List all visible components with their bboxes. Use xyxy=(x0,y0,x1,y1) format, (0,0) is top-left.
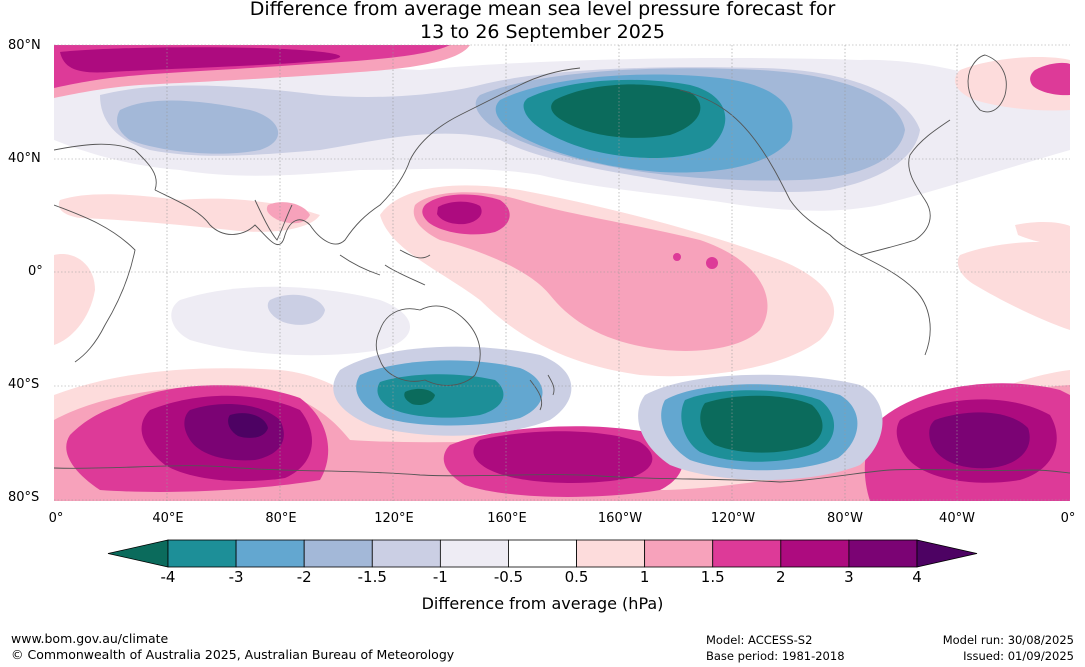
lon-label-360: 0° xyxy=(1060,511,1076,526)
colorbar-tick-label: -1 xyxy=(432,568,448,586)
nw-pacific-positive-2 xyxy=(413,192,768,351)
lat-label-80s: 80°S xyxy=(8,490,40,505)
colorbar-segment xyxy=(167,539,237,568)
lon-label-120w: 120°W xyxy=(710,511,756,526)
nw-pacific-positive-4 xyxy=(437,201,482,225)
lat-label-80n: 80°N xyxy=(8,38,41,53)
colorbar-extend-low xyxy=(107,539,169,568)
colorbar-tick-label: -2 xyxy=(296,568,312,586)
lon-label-160e: 160°E xyxy=(487,511,527,526)
footer-url[interactable]: www.bom.gov.au/climate xyxy=(11,631,169,646)
southern-positive-6 xyxy=(228,413,268,438)
indian-ocean-negative-2 xyxy=(267,294,325,325)
lat-label-40n: 40°N xyxy=(8,151,41,166)
footer-issued: Issued: 01/09/2025 xyxy=(963,649,1074,663)
footer-copyright: © Commonwealth of Australia 2025, Austra… xyxy=(11,647,455,662)
se-pacific-low-4 xyxy=(700,395,823,453)
asia-coast xyxy=(309,67,581,245)
maritime-continent xyxy=(339,249,431,286)
greenland-coast xyxy=(967,54,1007,113)
new-zealand xyxy=(529,374,555,411)
north-america-coast xyxy=(679,89,951,256)
greenland-positive-2 xyxy=(1030,62,1070,96)
arabia-coast xyxy=(154,189,311,246)
footer-model-run: Model run: 30/08/2025 xyxy=(942,633,1074,647)
graticule xyxy=(54,44,1070,501)
colorbar-segment xyxy=(371,539,441,568)
pacific-low-4 xyxy=(551,84,701,138)
lon-label-40w: 40°W xyxy=(939,511,975,526)
pacific-spot-2 xyxy=(673,253,681,261)
colorbar-tick-label: -1.5 xyxy=(357,568,387,586)
colorbar-segment xyxy=(780,539,850,568)
lon-label-120e: 120°E xyxy=(374,511,414,526)
colorbar-tick-label: 0.5 xyxy=(564,568,589,586)
europe-coast xyxy=(54,143,157,191)
colorbar-extend-high xyxy=(916,539,978,568)
africa-coast xyxy=(54,204,136,363)
north-negative-2 xyxy=(117,100,279,154)
atlantic-positive xyxy=(1015,222,1070,246)
colorbar-tick-label: 1 xyxy=(639,568,650,586)
colorbar-segment xyxy=(303,539,373,568)
australia-low-4 xyxy=(404,388,435,405)
colorbar-segment xyxy=(439,539,509,568)
colorbar-title: Difference from average (hPa) xyxy=(421,594,664,613)
lat-label-40s: 40°S xyxy=(8,377,40,392)
india-coast xyxy=(254,199,293,241)
footer-base-period: Base period: 1981-2018 xyxy=(706,649,845,663)
africa-positive xyxy=(54,254,95,345)
lon-label-160w: 160°W xyxy=(597,511,643,526)
atlantic-sw-positive-3 xyxy=(929,412,1030,469)
lon-label-0: 0° xyxy=(48,511,64,526)
colorbar-segment xyxy=(848,539,918,568)
colorbar-tick-label: 4 xyxy=(912,568,922,586)
footer-model: Model: ACCESS-S2 xyxy=(706,633,813,647)
antarctica-coast xyxy=(54,465,1070,483)
colorbar-tick-label: 1.5 xyxy=(700,568,725,586)
arctic-positive-3 xyxy=(60,47,341,73)
lon-label-80e: 80°E xyxy=(265,511,297,526)
colorbar-segment xyxy=(644,539,714,568)
colorbar-segment xyxy=(712,539,782,568)
colorbar-tick-label: 3 xyxy=(844,568,854,586)
lon-label-80w: 80°W xyxy=(827,511,863,526)
pacific-spot-1 xyxy=(706,257,718,269)
map-title-line2: 13 to 26 September 2025 xyxy=(420,21,665,43)
australia-coast xyxy=(375,305,481,386)
colorbar-segment xyxy=(235,539,305,568)
india-positive-1 xyxy=(58,194,320,232)
colorbar-tick-label: -0.5 xyxy=(493,568,524,586)
anomaly-field xyxy=(54,45,1070,501)
pacific-sw-positive-2 xyxy=(473,431,653,483)
south-america-coast xyxy=(859,254,931,356)
lat-label-equator: 0° xyxy=(28,264,43,279)
colorbar-tick-label: -3 xyxy=(228,568,244,586)
colorbar-segment xyxy=(508,539,577,568)
colorbar-segment xyxy=(576,539,646,568)
coastlines xyxy=(54,54,1070,483)
colorbar-tick-label: 2 xyxy=(776,568,786,586)
australia-low-3 xyxy=(377,374,504,418)
lon-label-40e: 40°E xyxy=(152,511,184,526)
map-title-line1: Difference from average mean sea level p… xyxy=(249,0,836,20)
south-america-positive xyxy=(957,242,1070,330)
colorbar-tick-label: -4 xyxy=(160,568,176,586)
